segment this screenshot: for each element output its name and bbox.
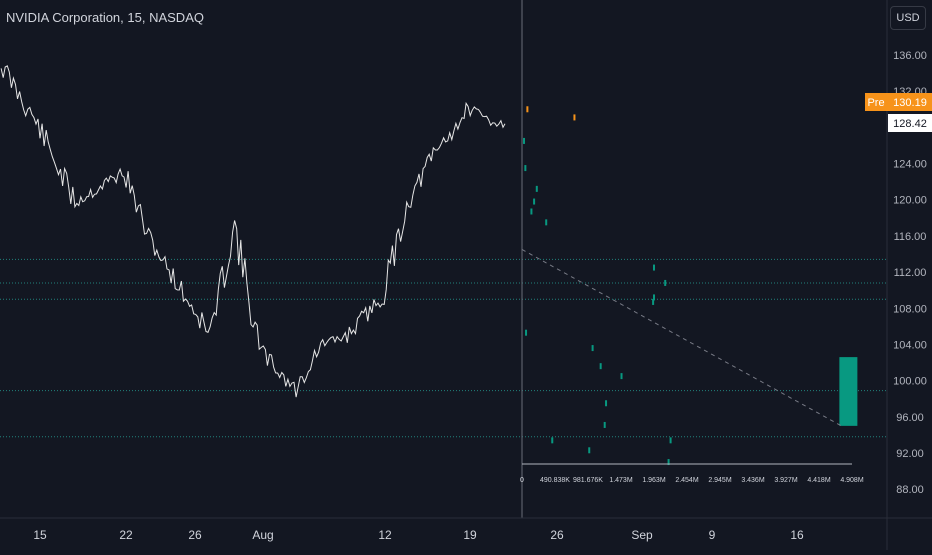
x-tick-label: 26 bbox=[188, 528, 202, 542]
volume-profile-bar bbox=[620, 373, 623, 380]
volume-profile-bar bbox=[652, 264, 655, 271]
x-tick-label: 15 bbox=[33, 528, 47, 542]
y-tick-label: 108.00 bbox=[893, 303, 927, 315]
volume-profile-bar bbox=[524, 165, 527, 172]
volume-profile-bar bbox=[591, 345, 594, 352]
x-tick-label: 16 bbox=[790, 528, 804, 542]
last-price-badge: 128.42 bbox=[888, 114, 932, 132]
last-price: 128.42 bbox=[893, 118, 927, 130]
volume-profile-bar bbox=[652, 298, 655, 305]
x-tick-label: 19 bbox=[463, 528, 477, 542]
currency-button[interactable]: USD bbox=[890, 6, 926, 30]
premarket-badge: Pre 130.19 bbox=[865, 93, 932, 111]
y-tick-label: 124.00 bbox=[893, 159, 927, 171]
volume-axis-tick: 1.473M bbox=[609, 477, 633, 484]
x-tick-label: 22 bbox=[119, 528, 133, 542]
y-tick-label: 92.00 bbox=[896, 448, 924, 460]
volume-axis-tick: 3.927M bbox=[774, 477, 798, 484]
y-tick-label: 116.00 bbox=[894, 231, 927, 243]
premarket-price: 130.19 bbox=[893, 97, 927, 109]
y-tick-label: 136.00 bbox=[893, 50, 927, 62]
volume-axis-tick: 0 bbox=[520, 477, 524, 484]
y-tick-label: 120.00 bbox=[893, 195, 927, 207]
volume-axis-tick: 1.963M bbox=[642, 477, 666, 484]
y-tick-label: 104.00 bbox=[893, 339, 927, 351]
trend-dashed-line bbox=[521, 249, 842, 427]
volume-profile-bar bbox=[551, 437, 554, 444]
volume-axis-tick: 4.908M bbox=[840, 477, 864, 484]
x-tick-label: Aug bbox=[252, 528, 273, 542]
y-tick-label: 100.00 bbox=[893, 376, 927, 388]
symbol-title: NVIDIA Corporation, 15, NASDAQ bbox=[6, 10, 204, 25]
volume-profile-bar bbox=[605, 400, 608, 407]
volume-axis-tick: 2.945M bbox=[708, 477, 732, 484]
volume-profile-bar bbox=[603, 421, 606, 428]
x-tick-label: Sep bbox=[631, 528, 653, 542]
volume-profile-bar bbox=[669, 437, 672, 444]
volume-axis-tick: 2.454M bbox=[675, 477, 699, 484]
volume-axis-tick: 4.418M bbox=[807, 477, 831, 484]
volume-profile-bar bbox=[667, 459, 670, 466]
volume-profile-bar bbox=[573, 114, 576, 121]
volume-profile-bar bbox=[588, 447, 591, 454]
volume-axis-tick: 490.838K bbox=[540, 477, 570, 484]
volume-profile-bar bbox=[525, 329, 528, 336]
x-tick-label: 9 bbox=[709, 528, 716, 542]
volume-profile-bar bbox=[523, 137, 526, 144]
volume-profile-bar bbox=[652, 294, 655, 301]
x-tick-label: 26 bbox=[550, 528, 564, 542]
volume-profile-bar bbox=[535, 185, 538, 192]
volume-profile-block bbox=[839, 357, 858, 426]
premarket-label: Pre bbox=[867, 97, 884, 109]
volume-profile-bar bbox=[545, 219, 548, 226]
volume-profile-bar bbox=[530, 208, 533, 215]
volume-axis-tick: 3.436M bbox=[741, 477, 765, 484]
volume-profile-bar bbox=[599, 363, 602, 370]
volume-profile-bar bbox=[533, 198, 536, 205]
y-tick-label: 88.00 bbox=[896, 484, 924, 496]
y-tick-label: 112.00 bbox=[894, 267, 927, 279]
volume-profile-bar bbox=[664, 279, 667, 286]
x-tick-label: 12 bbox=[378, 528, 392, 542]
y-tick-label: 96.00 bbox=[896, 412, 924, 424]
volume-axis-tick: 981.676K bbox=[573, 477, 603, 484]
volume-profile-bar bbox=[526, 106, 529, 113]
price-series-line bbox=[0, 65, 506, 398]
